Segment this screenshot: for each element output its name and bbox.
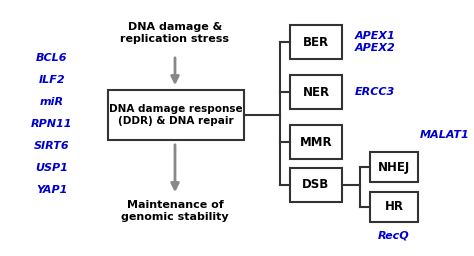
Bar — [370, 152, 418, 182]
Bar — [108, 90, 244, 140]
Bar — [370, 192, 418, 222]
Text: ILF2: ILF2 — [39, 75, 65, 85]
Text: RecQ: RecQ — [378, 230, 410, 240]
Text: DNA damage &
replication stress: DNA damage & replication stress — [120, 22, 229, 44]
Text: HR: HR — [384, 200, 403, 214]
Text: Maintenance of
genomic stability: Maintenance of genomic stability — [121, 200, 229, 222]
Text: miR: miR — [40, 97, 64, 107]
Bar — [290, 168, 342, 202]
Text: USP1: USP1 — [36, 163, 68, 173]
Text: MMR: MMR — [300, 135, 332, 148]
Text: BER: BER — [303, 36, 329, 48]
Text: SIRT6: SIRT6 — [34, 141, 70, 151]
Bar — [290, 75, 342, 109]
Text: NHEJ: NHEJ — [378, 161, 410, 174]
Text: MALAT1: MALAT1 — [420, 130, 470, 140]
Text: APEX1
APEX2: APEX1 APEX2 — [355, 31, 396, 53]
Text: YAP1: YAP1 — [36, 185, 68, 195]
Bar — [290, 125, 342, 159]
Text: DSB: DSB — [302, 178, 329, 191]
Text: RPN11: RPN11 — [31, 119, 73, 129]
Text: ERCC3: ERCC3 — [355, 87, 395, 97]
Bar — [290, 25, 342, 59]
Text: NER: NER — [302, 86, 329, 99]
Text: BCL6: BCL6 — [36, 53, 68, 63]
Text: DNA damage response
(DDR) & DNA repair: DNA damage response (DDR) & DNA repair — [109, 104, 243, 126]
